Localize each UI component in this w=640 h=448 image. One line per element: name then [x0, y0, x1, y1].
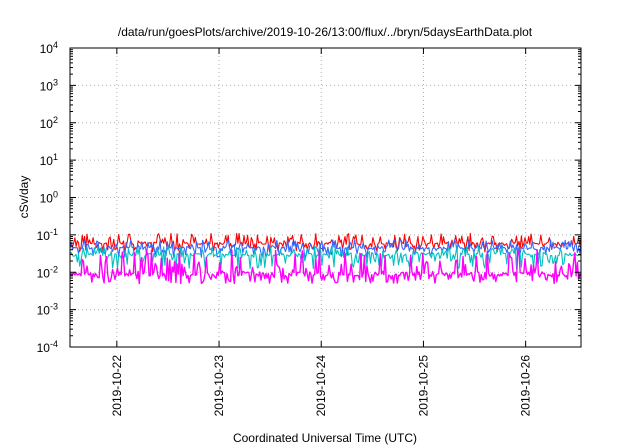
y-tick-exponent: -2	[50, 264, 58, 274]
y-tick-base: 10	[40, 42, 54, 56]
y-tick-exponent: -3	[50, 302, 58, 312]
y-tick-label: 104	[40, 40, 58, 56]
x-tick-label: 2019-10-25	[416, 355, 430, 417]
y-tick-base: 10	[40, 154, 54, 168]
x-tick-label: 2019-10-26	[519, 355, 533, 417]
series-line-4	[69, 249, 582, 285]
x-axis-label: Coordinated Universal Time (UTC)	[233, 431, 417, 445]
x-tick-label: 2019-10-24	[314, 355, 328, 417]
y-tick-label: 103	[40, 77, 58, 93]
chart-title: /data/run/goesPlots/archive/2019-10-26/1…	[118, 25, 533, 39]
y-tick-base: 10	[37, 266, 51, 280]
y-tick-label: 10-1	[37, 227, 58, 243]
y-tick-label: 101	[40, 152, 58, 168]
y-tick-label: 10-3	[37, 302, 58, 318]
y-tick-base: 10	[37, 229, 51, 243]
series-line-1	[69, 232, 582, 253]
y-tick-exponent: 1	[53, 152, 58, 162]
grid	[70, 48, 581, 347]
y-tick-label: 102	[40, 115, 58, 131]
y-tick-exponent: 0	[53, 190, 58, 200]
y-tick-exponent: 2	[53, 115, 58, 125]
series-layer	[69, 232, 582, 285]
y-tick-base: 10	[40, 192, 54, 206]
x-tick-label: 2019-10-23	[212, 355, 226, 417]
series-line-3	[69, 245, 582, 270]
y-tick-base: 10	[40, 117, 54, 131]
y-tick-base: 10	[37, 341, 51, 355]
y-tick-label: 100	[40, 190, 58, 206]
y-tick-base: 10	[37, 304, 51, 318]
y-tick-exponent: -4	[50, 339, 58, 349]
y-tick-exponent: 3	[53, 77, 58, 87]
y-tick-base: 10	[40, 79, 54, 93]
y-tick-label: 10-2	[37, 264, 58, 280]
x-axis: 2019-10-22 2019-10-23 2019-10-24 2019-10-25…	[110, 48, 533, 416]
series-line-2	[69, 239, 582, 258]
y-tick-label: 10-4	[37, 339, 58, 355]
y-tick-exponent: -1	[50, 227, 58, 237]
y-tick-exponent: 4	[53, 40, 58, 50]
x-tick-label: 2019-10-22	[110, 355, 124, 417]
y-axis-label: cSv/day	[17, 176, 31, 219]
